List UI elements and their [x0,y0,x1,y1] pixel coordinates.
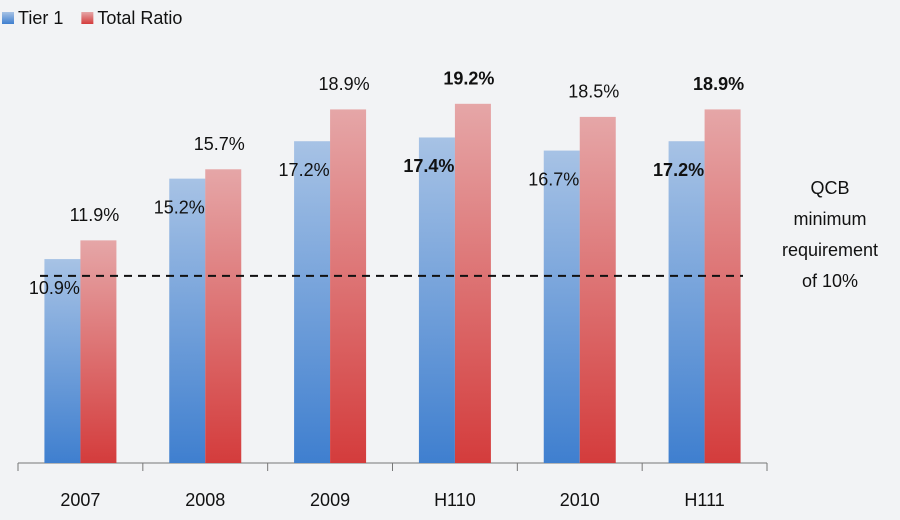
x-tick-label: 2008 [185,490,225,510]
bar [44,259,81,463]
data-label: 16.7% [528,169,579,189]
x-tick-label: H111 [684,490,724,510]
bar [80,240,117,463]
reference-label: requirement [782,240,878,260]
x-tick-label: 2010 [560,490,600,510]
x-tick-label: 2007 [60,490,100,510]
bar [704,109,741,463]
bar [668,141,705,463]
bar [294,141,331,463]
data-label: 18.9% [319,74,370,94]
legend-label: Tier 1 [18,8,63,28]
bar [330,109,367,463]
data-label: 18.9% [693,74,744,94]
data-label: 19.2% [443,69,494,89]
data-label: 11.9% [70,205,120,225]
x-tick-label: 2009 [310,490,350,510]
data-label: 15.7% [194,134,245,154]
bar [418,137,455,463]
data-label: 17.2% [279,160,330,180]
bar [205,169,242,463]
data-label: 18.5% [568,82,619,102]
data-label: 10.9% [29,278,80,298]
legend-swatch [2,12,14,24]
reference-label: minimum [793,209,866,229]
bar [579,116,616,463]
reference-label: QCB [810,178,849,198]
bar [169,178,206,463]
data-label: 17.2% [653,160,704,180]
data-label: 15.2% [154,197,205,217]
reference-label: of 10% [802,271,858,291]
data-label: 17.4% [403,156,454,176]
legend-swatch [81,12,94,24]
x-tick-label: H110 [434,490,476,510]
bar [454,103,491,464]
legend-label: Total Ratio [97,8,182,28]
bar [543,150,580,463]
